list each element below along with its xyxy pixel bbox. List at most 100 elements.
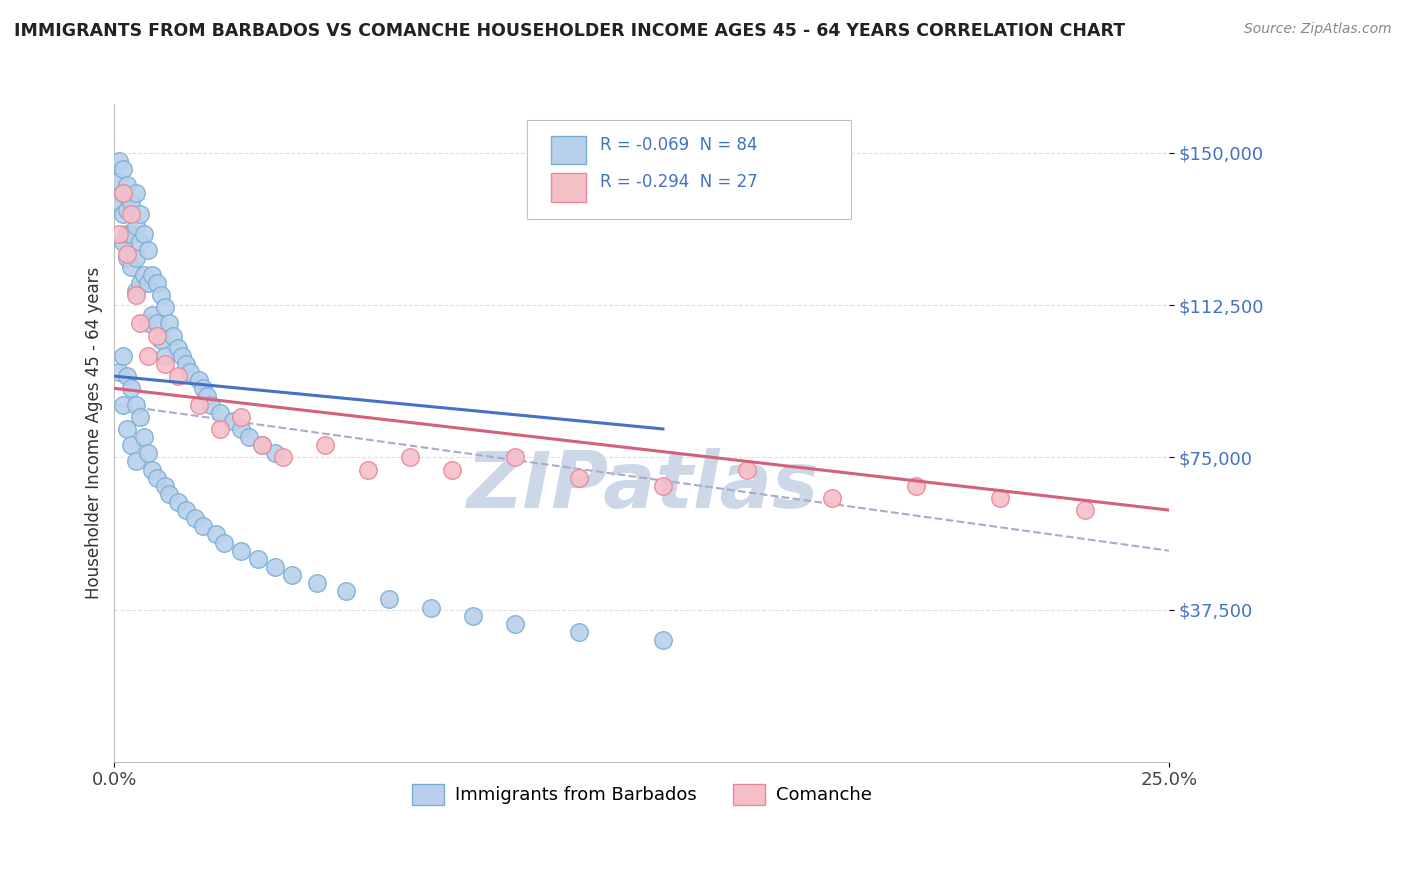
Point [115, 369, 138, 384]
Point [120, 438, 142, 452]
Point [461, 608, 484, 623]
Text: ZIPatlas: ZIPatlas [465, 448, 818, 524]
Point [149, 288, 172, 302]
Point [208, 422, 231, 436]
Point [107, 194, 129, 209]
Point [141, 268, 163, 282]
Point [419, 600, 441, 615]
Point [229, 409, 252, 424]
Point [153, 479, 176, 493]
Point [115, 202, 138, 217]
Point [132, 430, 155, 444]
Point [107, 174, 129, 188]
Point [124, 186, 146, 201]
Point [398, 450, 420, 465]
Point [208, 406, 231, 420]
Point [120, 194, 142, 209]
Point [377, 592, 399, 607]
Point [145, 470, 167, 484]
Point [111, 186, 134, 201]
Point [250, 438, 273, 452]
Point [905, 479, 928, 493]
Point [153, 357, 176, 371]
Point [356, 462, 378, 476]
Point [111, 186, 134, 201]
Point [107, 154, 129, 169]
Y-axis label: Householder Income Ages 45 - 64 years: Householder Income Ages 45 - 64 years [86, 267, 103, 599]
Point [166, 341, 188, 355]
Point [128, 235, 150, 250]
Point [440, 462, 463, 476]
Point [124, 398, 146, 412]
Point [136, 317, 159, 331]
Point [166, 369, 188, 384]
Point [174, 503, 197, 517]
Point [120, 207, 142, 221]
Point [195, 389, 218, 403]
Point [107, 227, 129, 241]
Point [246, 551, 269, 566]
Point [128, 276, 150, 290]
Point [263, 560, 285, 574]
Point [200, 398, 222, 412]
Point [120, 260, 142, 274]
Point [212, 535, 235, 549]
Point [335, 584, 357, 599]
Point [136, 349, 159, 363]
Point [128, 409, 150, 424]
Point [503, 450, 526, 465]
Point [187, 398, 209, 412]
Point [115, 422, 138, 436]
Point [149, 333, 172, 347]
Point [111, 162, 134, 177]
Point [145, 276, 167, 290]
Point [263, 446, 285, 460]
Text: Source: ZipAtlas.com: Source: ZipAtlas.com [1244, 22, 1392, 37]
Point [136, 446, 159, 460]
Point [124, 284, 146, 298]
Point [204, 527, 226, 541]
Point [162, 328, 184, 343]
Point [166, 495, 188, 509]
Point [567, 624, 589, 639]
Point [567, 470, 589, 484]
Point [111, 235, 134, 250]
Point [503, 616, 526, 631]
Point [157, 317, 180, 331]
Point [132, 268, 155, 282]
Point [145, 328, 167, 343]
Point [271, 450, 294, 465]
Point [141, 462, 163, 476]
Point [191, 381, 214, 395]
Point [124, 219, 146, 233]
Point [111, 207, 134, 221]
Point [280, 568, 302, 582]
Point [136, 244, 159, 258]
Point [651, 479, 673, 493]
Point [120, 227, 142, 241]
Text: R = -0.069  N = 84: R = -0.069 N = 84 [600, 136, 758, 153]
Point [107, 365, 129, 379]
Point [183, 511, 205, 525]
Point [115, 178, 138, 193]
Point [187, 373, 209, 387]
Point [153, 349, 176, 363]
Point [128, 207, 150, 221]
Point [124, 252, 146, 266]
Point [124, 288, 146, 302]
Point [132, 227, 155, 241]
Point [124, 454, 146, 468]
Point [145, 317, 167, 331]
Point [821, 491, 844, 505]
Text: IMMIGRANTS FROM BARBADOS VS COMANCHE HOUSEHOLDER INCOME AGES 45 - 64 YEARS CORRE: IMMIGRANTS FROM BARBADOS VS COMANCHE HOU… [14, 22, 1125, 40]
Point [651, 632, 673, 647]
Point [191, 519, 214, 533]
Point [314, 438, 336, 452]
Point [153, 300, 176, 314]
Point [170, 349, 193, 363]
Point [174, 357, 197, 371]
Point [111, 349, 134, 363]
Point [115, 247, 138, 261]
Point [737, 462, 759, 476]
Legend: Immigrants from Barbados, Comanche: Immigrants from Barbados, Comanche [405, 777, 879, 812]
